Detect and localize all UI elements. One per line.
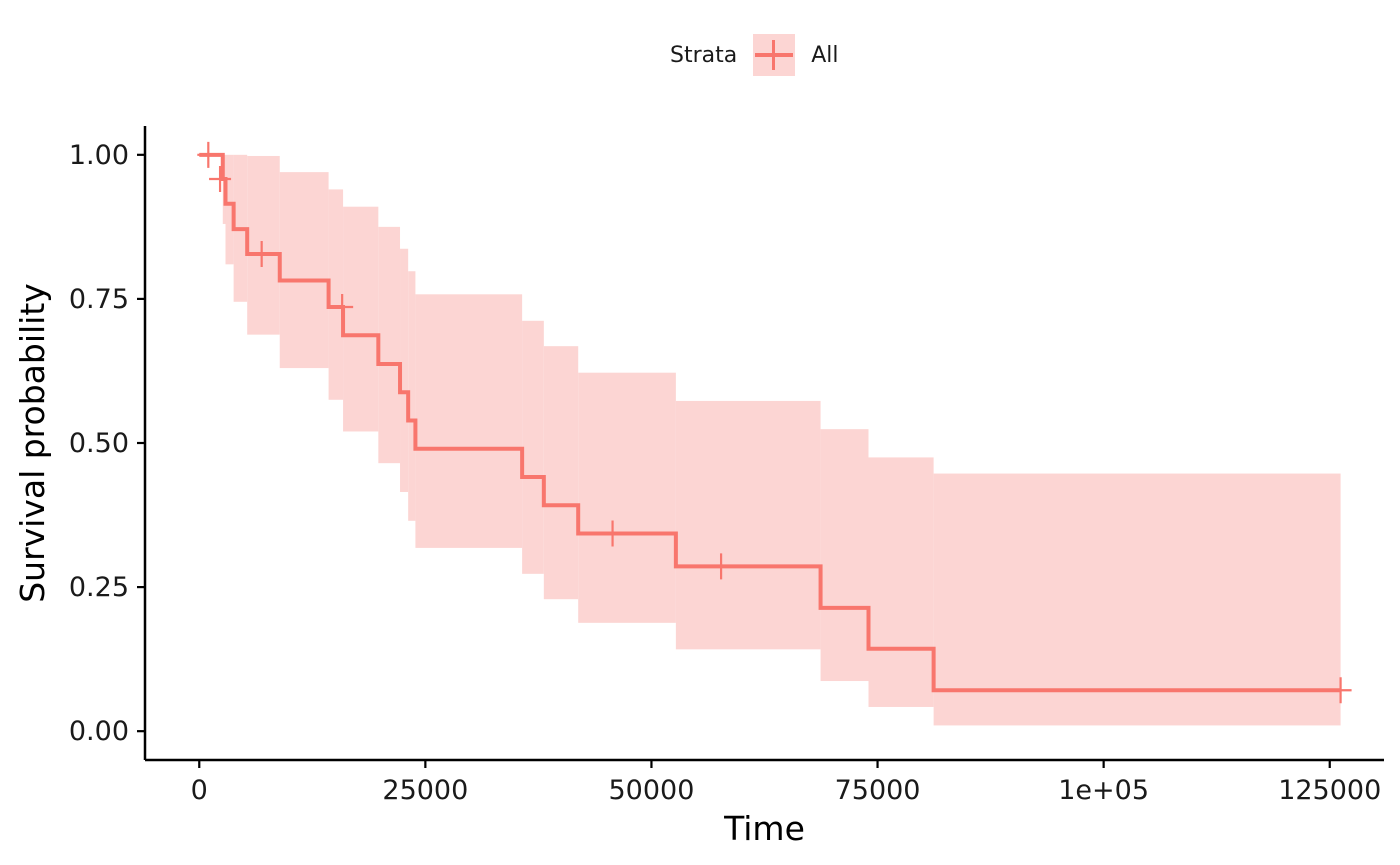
censor-mark — [1329, 677, 1352, 704]
x-tick-label: 0 — [191, 775, 208, 806]
confidence-band-segment — [328, 189, 344, 400]
confidence-band-segment — [378, 226, 401, 464]
censor-mark — [209, 166, 232, 193]
confidence-band-segment — [343, 206, 379, 432]
confidence-band-segment — [279, 172, 329, 369]
confidence-band-segment — [400, 248, 409, 492]
x-tick-label: 50000 — [608, 775, 694, 806]
x-tick-label: 75000 — [835, 775, 921, 806]
confidence-band-segment — [933, 473, 1341, 726]
legend-key-icon — [753, 34, 796, 76]
confidence-band-segment — [247, 155, 280, 335]
y-tick-label: 0.00 — [69, 716, 129, 747]
confidence-band-segment — [675, 400, 821, 650]
confidence-band-segment — [868, 457, 934, 707]
confidence-band-segment — [415, 294, 523, 548]
legend-title: Strata — [670, 42, 738, 68]
x-tick-label: 25000 — [382, 775, 468, 806]
confidence-band-segment — [408, 271, 416, 521]
confidence-band-segment — [543, 346, 579, 600]
survival-curve-all — [199, 152, 1341, 693]
x-tick-label: 125000 — [1278, 775, 1381, 806]
censor-mark — [331, 293, 354, 320]
censor-mark — [197, 141, 220, 168]
censor-mark — [250, 240, 273, 267]
confidence-band-segment — [820, 429, 869, 682]
x-axis-title: Time — [723, 809, 805, 848]
y-tick-label: 0.75 — [69, 284, 129, 315]
confidence-band-segment — [578, 372, 676, 623]
censor-mark — [601, 520, 624, 547]
censor-mark — [710, 553, 733, 580]
y-axis-title: Survival probability — [13, 283, 52, 603]
confidence-band-segment — [522, 320, 544, 574]
y-tick-label: 0.25 — [69, 572, 129, 603]
y-tick-label: 0.50 — [69, 428, 129, 459]
y-tick-label: 1.00 — [69, 140, 129, 171]
legend: Strata All — [640, 32, 839, 78]
x-tick-label: 1e+05 — [1058, 775, 1149, 806]
confidence-band-segment — [225, 154, 234, 265]
legend-label-all: All — [811, 42, 839, 68]
